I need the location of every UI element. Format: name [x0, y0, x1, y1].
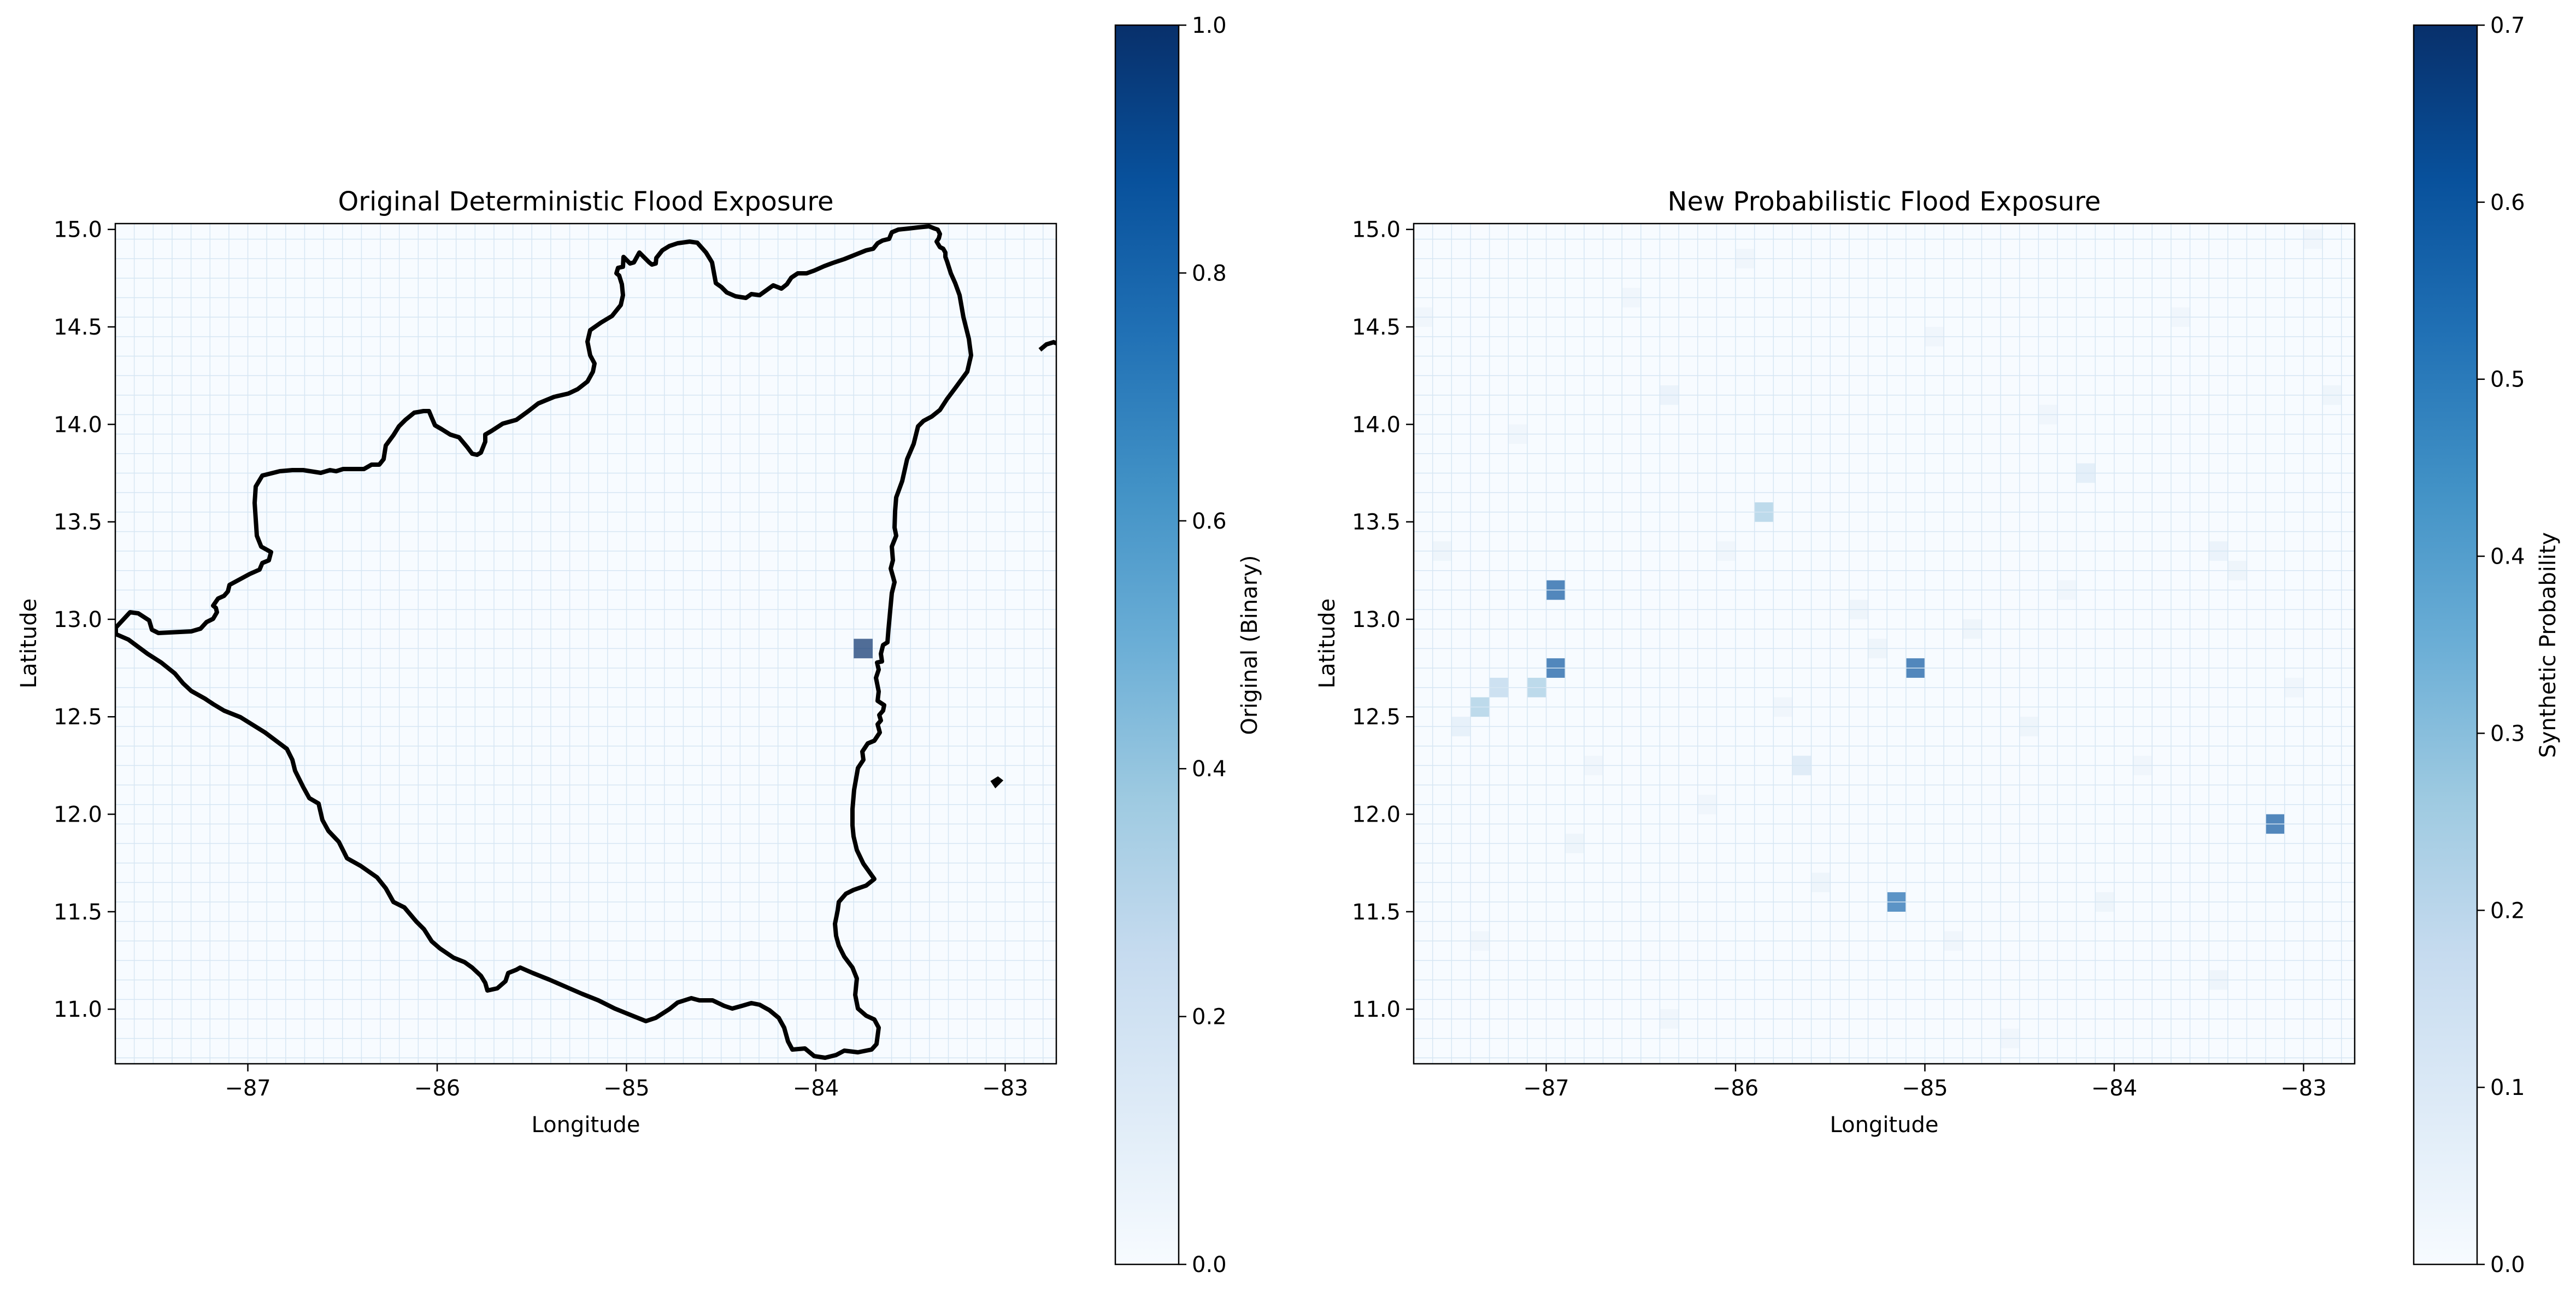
right-chart-title: New Probabilistic Flood Exposure [1668, 186, 2101, 217]
colorbar-tick-label: 0.5 [2490, 367, 2525, 392]
x-tick-label: −83 [982, 1076, 1028, 1101]
y-tick-label: 14.5 [1352, 315, 1401, 340]
x-tick-label: −86 [1713, 1076, 1758, 1101]
y-tick-label: 12.0 [1352, 802, 1401, 828]
x-tick-label: −84 [793, 1076, 839, 1101]
y-tick-label: 13.0 [54, 607, 102, 632]
left-chart-title: Original Deterministic Flood Exposure [338, 186, 833, 217]
y-tick-label: 12.5 [54, 705, 102, 730]
right-colorbar: 0.0 0.1 0.2 0.3 0.4 0.5 0.6 0.7 Synthetic Proba… [2413, 13, 2561, 1278]
right-y-axis: 11.0 11.5 12.0 12.5 13.0 13.5 14.0 14.5 15.0 [1352, 218, 1414, 1022]
colorbar-tick-label: 0.7 [2490, 13, 2525, 38]
colorbar-tick-label: 0.6 [1192, 509, 1227, 534]
heatmap-cell [854, 638, 873, 659]
y-tick-label: 11.5 [1352, 900, 1401, 925]
x-tick-label: −84 [2091, 1076, 2137, 1101]
left-heatmap-cells [854, 638, 873, 659]
y-tick-label: 11.0 [1352, 997, 1401, 1022]
right-x-axis: −87 −86 −85 −84 −83 [1523, 1064, 2327, 1101]
right-map-panel: New Probabilistic Flood Exposure −87 −86−… [1315, 186, 2356, 1138]
left-plot-background [115, 224, 1056, 1064]
y-tick-label: 14.0 [1352, 412, 1401, 437]
x-tick-label: −85 [603, 1076, 649, 1101]
colorbar-tick-label: 0.2 [1192, 1005, 1227, 1030]
y-tick-label: 13.5 [54, 510, 102, 535]
colorbar-tick-label: 0.8 [1192, 261, 1227, 286]
left-plot-frame [114, 222, 1057, 1065]
colorbar-tick-label: 0.4 [1192, 757, 1227, 782]
colorbar-tick-label: 0.3 [2490, 721, 2525, 746]
colorbar-tick-label: 0.1 [2490, 1075, 2525, 1100]
y-tick-label: 15.0 [54, 218, 102, 243]
left-colorbar-gradient [1114, 24, 1180, 1265]
x-tick-label: −85 [1902, 1076, 1948, 1101]
left-colorbar-ticks: 0.0 0.2 0.4 0.6 0.8 1.0 [1179, 13, 1227, 1278]
y-tick-label: 14.5 [54, 315, 102, 340]
right-colorbar-gradient [2413, 24, 2478, 1265]
left-x-axis: −87 −86 −85 −84 −83 [225, 1064, 1028, 1101]
left-y-axis: 11.0 11.5 12.0 12.5 13.0 13.5 14.0 14.5 15.0 [54, 218, 115, 1022]
y-tick-label: 13.5 [1352, 510, 1401, 535]
right-colorbar-label: Synthetic Probability [2536, 532, 2561, 758]
right-y-axis-label: Latitude [1315, 599, 1340, 689]
left-coastline [115, 224, 973, 1060]
left-x-axis-label: Longitude [532, 1112, 640, 1138]
x-tick-label: −87 [225, 1076, 270, 1101]
colorbar-tick-label: 0.4 [2490, 544, 2525, 570]
left-colorbar-label: Original (Binary) [1237, 555, 1262, 735]
left-country-outline [115, 224, 1056, 1060]
right-grid-lines [1414, 224, 2355, 1064]
right-plot-frame [1413, 222, 2356, 1065]
colorbar-tick-label: 1.0 [1192, 13, 1227, 38]
right-colorbar-ticks: 0.0 0.1 0.2 0.3 0.4 0.5 0.6 0.7 [2477, 13, 2525, 1278]
left-island-east [990, 776, 1004, 789]
y-tick-label: 11.0 [54, 997, 102, 1022]
y-tick-label: 11.5 [54, 900, 102, 925]
colorbar-tick-label: 0.6 [2490, 190, 2525, 215]
left-island-northeast [1038, 339, 1056, 352]
y-tick-label: 14.0 [54, 412, 102, 437]
y-tick-label: 13.0 [1352, 607, 1401, 632]
left-map-panel: Original Deterministic Flood Exposure −8… [16, 186, 1057, 1138]
colorbar-tick-label: 0.0 [1192, 1252, 1227, 1278]
y-tick-label: 12.5 [1352, 705, 1401, 730]
x-tick-label: −83 [2280, 1076, 2326, 1101]
x-tick-label: −87 [1523, 1076, 1569, 1101]
y-tick-label: 15.0 [1352, 218, 1401, 243]
x-tick-label: −86 [414, 1076, 460, 1101]
right-x-axis-label: Longitude [1830, 1112, 1939, 1138]
left-y-axis-label: Latitude [16, 599, 42, 689]
colorbar-tick-label: 0.2 [2490, 898, 2525, 923]
left-colorbar: 0.0 0.2 0.4 0.6 0.8 1.0 Original (Binary) [1114, 13, 1262, 1278]
colorbar-tick-label: 0.0 [2490, 1252, 2525, 1278]
left-grid-lines [115, 224, 1056, 1064]
y-tick-label: 12.0 [54, 802, 102, 828]
